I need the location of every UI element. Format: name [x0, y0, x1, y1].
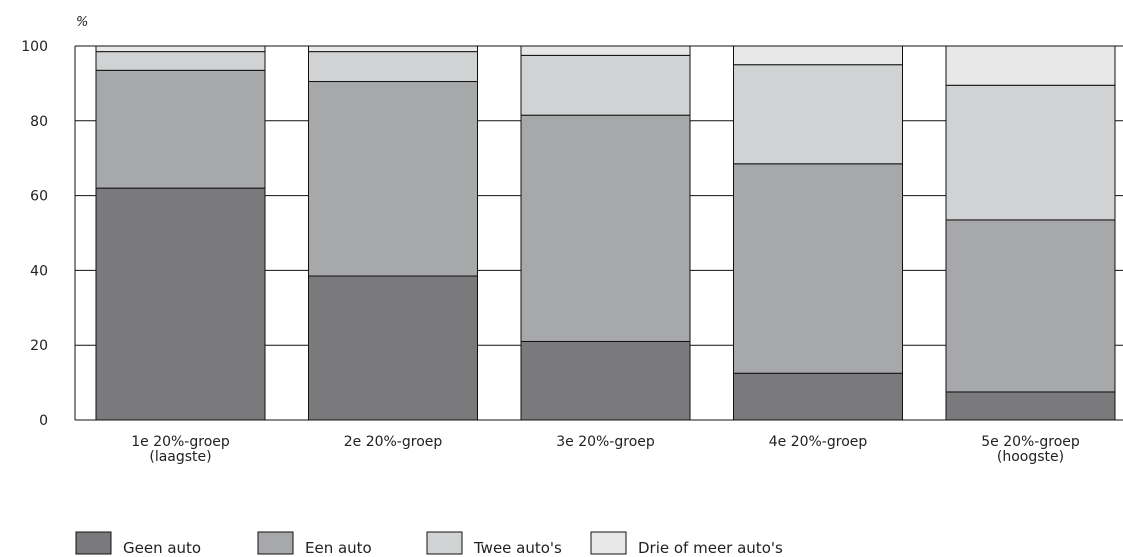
x-tick-label: (hoogste) [997, 449, 1064, 465]
y-tick-label: 80 [30, 114, 48, 130]
y-tick-label: 40 [30, 263, 48, 279]
bar-segment [308, 51, 478, 83]
bar-segment [95, 187, 266, 421]
bar-segment [95, 51, 266, 71]
bar-segment [308, 81, 478, 277]
y-tick-label: 0 [39, 413, 48, 429]
bar-segment [945, 219, 1116, 393]
legend: Geen auto Een auto Twee auto's Drie of meer… [75, 531, 783, 557]
legend-swatch [257, 531, 294, 555]
bar-segment [520, 54, 691, 116]
y-tick-label: 100 [21, 39, 48, 55]
bar-segment [945, 84, 1116, 221]
axes: 0 20 40 60 80 100 1e 20%-groep(laagste) 2e 20%-… [21, 39, 1123, 465]
bar-segment [733, 372, 903, 421]
x-tick-label: 1e 20%-groep [131, 434, 230, 450]
y-tick-label: 20 [30, 338, 48, 354]
bar-segment [945, 391, 1116, 421]
x-tick-label: (laagste) [149, 449, 211, 465]
x-tick-label: 4e 20%-groep [769, 434, 868, 450]
bar-segment [308, 275, 478, 421]
y-axis-unit-label: % [76, 15, 88, 30]
legend-swatch [75, 531, 112, 555]
bar-segment [733, 163, 903, 374]
bar-segment [520, 114, 691, 342]
bar-segment [95, 69, 266, 189]
x-tick-label: 5e 20%-groep [981, 434, 1080, 450]
x-tick-label: 3e 20%-groep [556, 434, 655, 450]
bar-segment [520, 340, 691, 421]
legend-label: Een auto [305, 539, 372, 557]
legend-label: Drie of meer auto's [638, 539, 783, 557]
legend-swatch [426, 531, 463, 555]
legend-label: Twee auto's [473, 539, 562, 557]
bar-segment [945, 45, 1116, 86]
bars [95, 45, 1116, 421]
legend-swatch [590, 531, 627, 555]
bar-segment [733, 45, 903, 66]
y-tick-label: 60 [30, 189, 48, 205]
legend-label: Geen auto [123, 539, 201, 557]
bar-segment [308, 45, 478, 53]
bar-segment [520, 45, 691, 56]
bar-segment [733, 64, 903, 165]
bar-segment [95, 45, 266, 53]
x-tick-label: 2e 20%-groep [344, 434, 443, 450]
